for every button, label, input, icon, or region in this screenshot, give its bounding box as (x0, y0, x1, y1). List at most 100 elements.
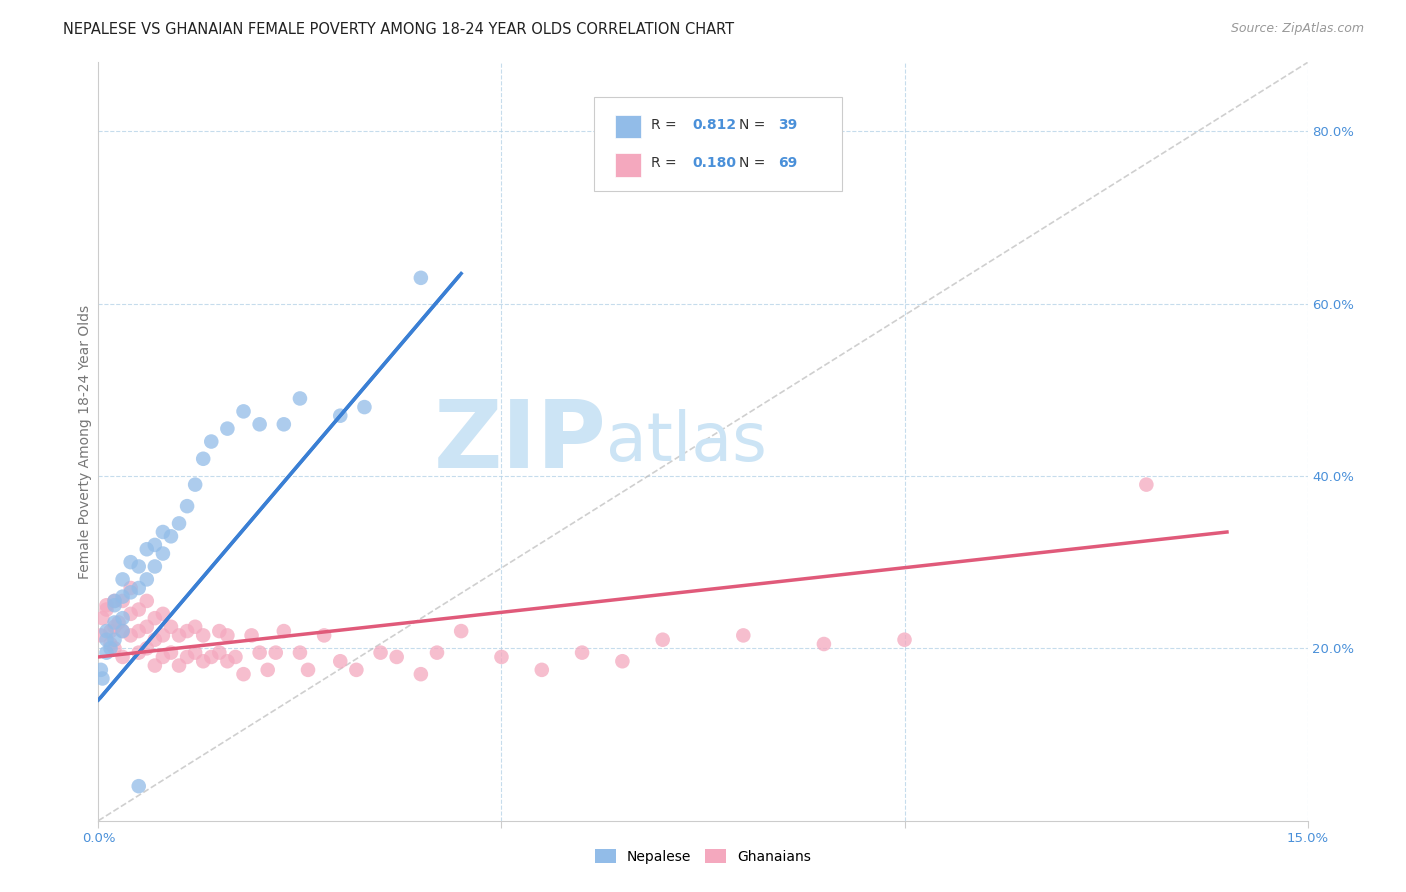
Point (217, 422, 239, 436)
Point (193, 628, 215, 642)
Point (135, 620, 157, 634)
FancyBboxPatch shape (614, 115, 641, 138)
Point (370, 646, 392, 660)
Point (426, 646, 449, 660)
Point (143, 658, 166, 673)
Point (184, 646, 207, 660)
Point (200, 649, 222, 664)
Point (193, 451, 215, 466)
Text: ZIP: ZIP (433, 395, 606, 488)
Point (344, 663, 367, 677)
Point (100, 641, 122, 656)
Text: N =: N = (740, 156, 770, 170)
Point (135, 641, 157, 656)
Text: NEPALESE VS GHANAIAN FEMALE POVERTY AMONG 18-24 YEAR OLDS CORRELATION CHART: NEPALESE VS GHANAIAN FEMALE POVERTY AMON… (63, 22, 734, 37)
Point (232, 667, 254, 681)
Point (314, 628, 336, 642)
Point (120, 585, 142, 599)
Point (152, 547, 174, 561)
Point (167, 658, 190, 673)
Point (353, 400, 375, 414)
Point (329, 409, 352, 423)
Text: Source: ZipAtlas.com: Source: ZipAtlas.com (1230, 22, 1364, 36)
Text: R =: R = (651, 118, 681, 132)
Point (90, 628, 112, 642)
Point (232, 404, 254, 418)
Point (152, 649, 174, 664)
Point (128, 646, 150, 660)
Point (176, 624, 198, 639)
Point (288, 646, 311, 660)
Point (256, 663, 278, 677)
Point (111, 649, 134, 664)
Point (103, 594, 125, 608)
Point (167, 516, 190, 531)
Point (160, 646, 183, 660)
Point (733, 628, 755, 642)
Point (111, 573, 134, 587)
Point (135, 542, 157, 557)
Point (297, 663, 319, 677)
Point (264, 646, 287, 660)
Point (120, 607, 142, 621)
Point (103, 620, 125, 634)
Point (651, 632, 673, 647)
Point (249, 646, 271, 660)
Point (128, 624, 150, 639)
Point (409, 667, 432, 681)
Point (120, 581, 142, 595)
Point (176, 499, 198, 513)
Point (217, 628, 239, 642)
Point (249, 417, 271, 432)
Point (96, 624, 118, 639)
Point (193, 654, 215, 668)
Point (128, 779, 150, 793)
Point (612, 654, 634, 668)
Point (103, 615, 125, 630)
Point (224, 649, 246, 664)
Point (200, 434, 222, 449)
Point (450, 624, 472, 639)
Point (107, 615, 129, 630)
Text: 39: 39 (778, 118, 797, 132)
Point (184, 620, 207, 634)
Point (91, 611, 114, 625)
Point (103, 594, 125, 608)
Text: 0.180: 0.180 (692, 156, 737, 170)
Point (1135, 477, 1157, 491)
Point (208, 624, 231, 639)
Point (491, 649, 513, 664)
Text: 69: 69 (778, 156, 797, 170)
Point (111, 594, 134, 608)
Point (409, 270, 432, 285)
Point (100, 637, 122, 651)
Point (240, 628, 263, 642)
Point (103, 632, 125, 647)
Point (128, 602, 150, 616)
Point (96, 602, 118, 616)
Point (571, 646, 593, 660)
Point (143, 632, 166, 647)
Point (111, 624, 134, 639)
Point (91, 672, 114, 686)
FancyBboxPatch shape (595, 96, 842, 191)
Point (273, 417, 295, 432)
Point (160, 620, 183, 634)
Point (273, 624, 295, 639)
Point (143, 559, 166, 574)
Point (128, 559, 150, 574)
Text: R =: R = (651, 156, 681, 170)
Point (135, 573, 157, 587)
Point (120, 555, 142, 569)
Point (96, 632, 118, 647)
Point (208, 646, 231, 660)
Point (217, 654, 239, 668)
Point (288, 392, 311, 406)
Point (152, 524, 174, 539)
Point (176, 649, 198, 664)
Point (813, 637, 835, 651)
Y-axis label: Female Poverty Among 18-24 Year Olds: Female Poverty Among 18-24 Year Olds (77, 304, 91, 579)
Point (143, 538, 166, 552)
Point (103, 599, 125, 613)
Text: N =: N = (740, 118, 770, 132)
